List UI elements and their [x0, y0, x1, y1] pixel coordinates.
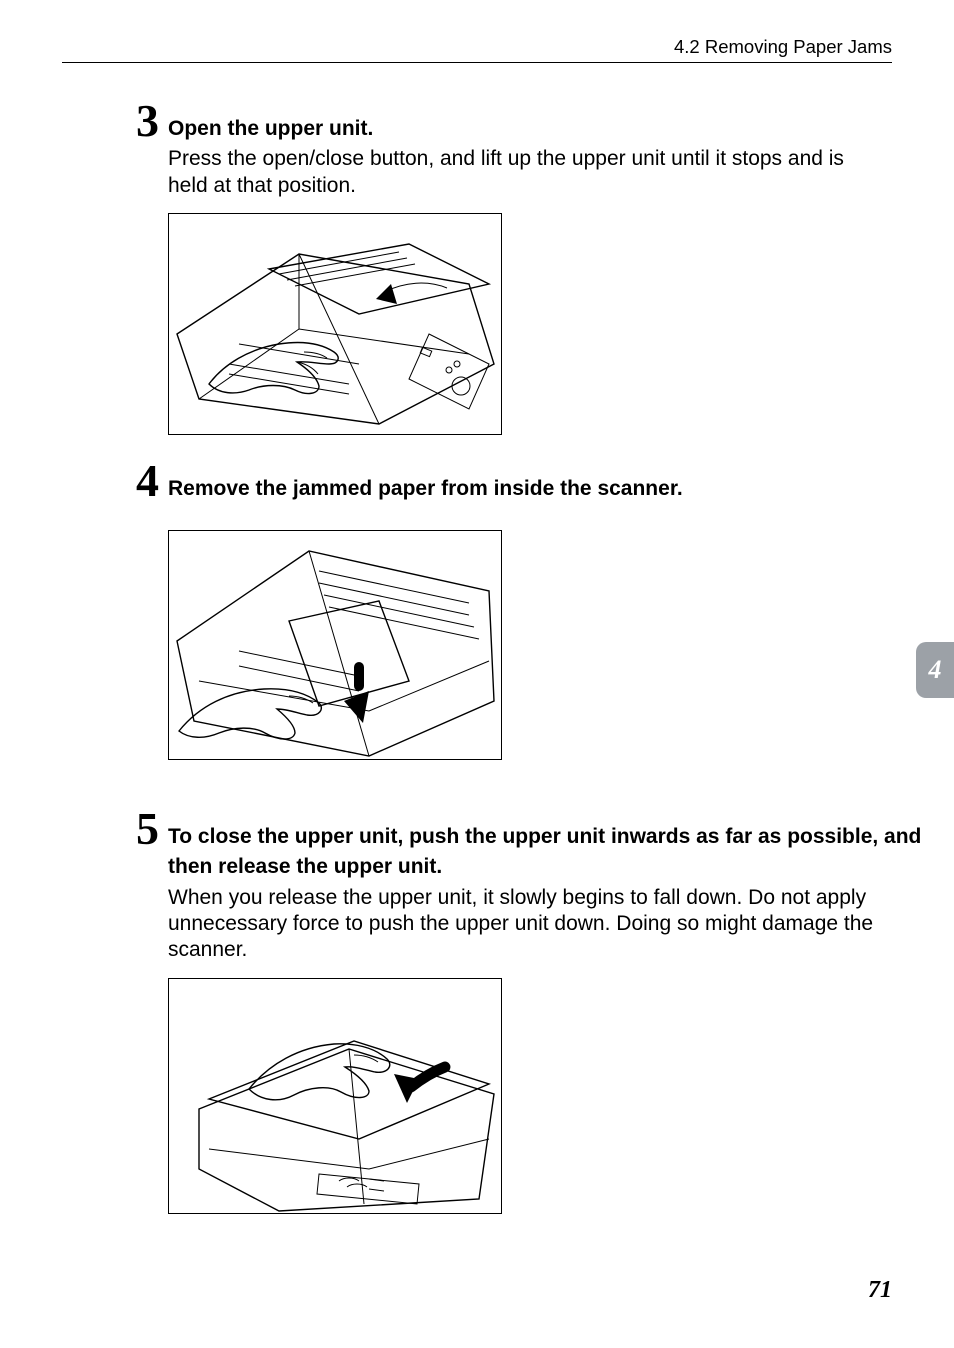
header-rule [62, 62, 892, 63]
manual-page: 4.2 Removing Paper Jams 4 3 Open the upp… [0, 0, 954, 1348]
header-section-label: 4.2 Removing Paper Jams [674, 36, 892, 58]
step-3: 3 Open the upper unit. Press the open/cl… [138, 100, 928, 441]
step-body: When you release the upper unit, it slow… [168, 885, 888, 964]
step-body: Press the open/close button, and lift up… [168, 146, 888, 199]
step-4: 4 Remove the jammed paper from inside th… [138, 460, 928, 766]
figure-remove-paper [168, 530, 502, 760]
figure-close-upper-unit [168, 978, 502, 1214]
scanner-illustration-icon [169, 531, 503, 761]
step-number: 5 [136, 802, 159, 855]
figure-open-upper-unit [168, 213, 502, 435]
step-heading: To close the upper unit, push the upper … [168, 808, 928, 883]
chapter-tab-number: 4 [929, 655, 942, 685]
step-number: 3 [136, 94, 159, 147]
page-number: 71 [868, 1277, 892, 1304]
scanner-illustration-icon [169, 214, 503, 436]
scanner-illustration-icon [169, 979, 503, 1215]
step-heading: Remove the jammed paper from inside the … [168, 460, 928, 504]
step-5: 5 To close the upper unit, push the uppe… [138, 808, 928, 1220]
step-heading: Open the upper unit. [168, 100, 928, 144]
step-number: 4 [136, 454, 159, 507]
